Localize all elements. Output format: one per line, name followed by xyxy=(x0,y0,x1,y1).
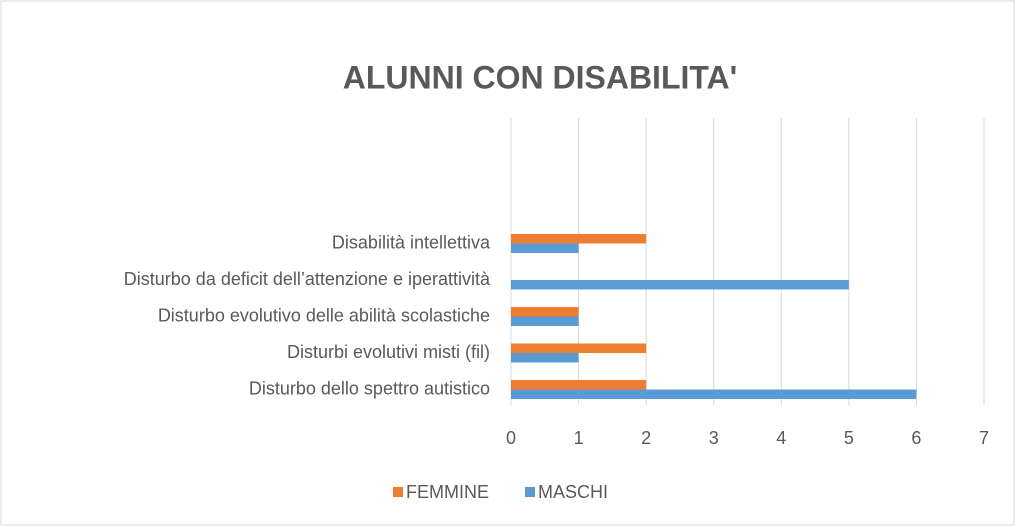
legend-label: FEMMINE xyxy=(406,482,489,502)
y-tick-label: Disabilità intellettiva xyxy=(332,232,491,252)
bar xyxy=(511,343,647,353)
bar xyxy=(511,353,579,363)
x-tick-label: 0 xyxy=(506,428,516,448)
bar xyxy=(511,280,849,290)
bar xyxy=(511,234,647,244)
y-tick-label: Disturbo da deficit dell’attenzione e ip… xyxy=(124,269,491,289)
legend-swatch xyxy=(525,487,535,497)
legend-label: MASCHI xyxy=(538,482,608,502)
chart-title: ALUNNI CON DISABILITA' xyxy=(343,59,738,95)
x-tick-label: 2 xyxy=(641,428,651,448)
y-tick-label: Disturbo dello spettro autistico xyxy=(249,378,490,398)
bar xyxy=(511,243,579,253)
bar xyxy=(511,389,917,399)
y-tick-label: Disturbi evolutivi misti (fil) xyxy=(287,342,490,362)
x-tick-label: 3 xyxy=(709,428,719,448)
x-tick-label: 6 xyxy=(911,428,921,448)
x-tick-label: 7 xyxy=(979,428,989,448)
x-tick-label: 1 xyxy=(574,428,584,448)
y-tick-label: Disturbo evolutivo delle abilità scolast… xyxy=(158,305,490,325)
legend-swatch xyxy=(393,487,403,497)
x-tick-label: 4 xyxy=(776,428,786,448)
bar xyxy=(511,316,579,326)
x-tick-label: 5 xyxy=(844,428,854,448)
bar xyxy=(511,307,579,317)
bar xyxy=(511,380,647,390)
